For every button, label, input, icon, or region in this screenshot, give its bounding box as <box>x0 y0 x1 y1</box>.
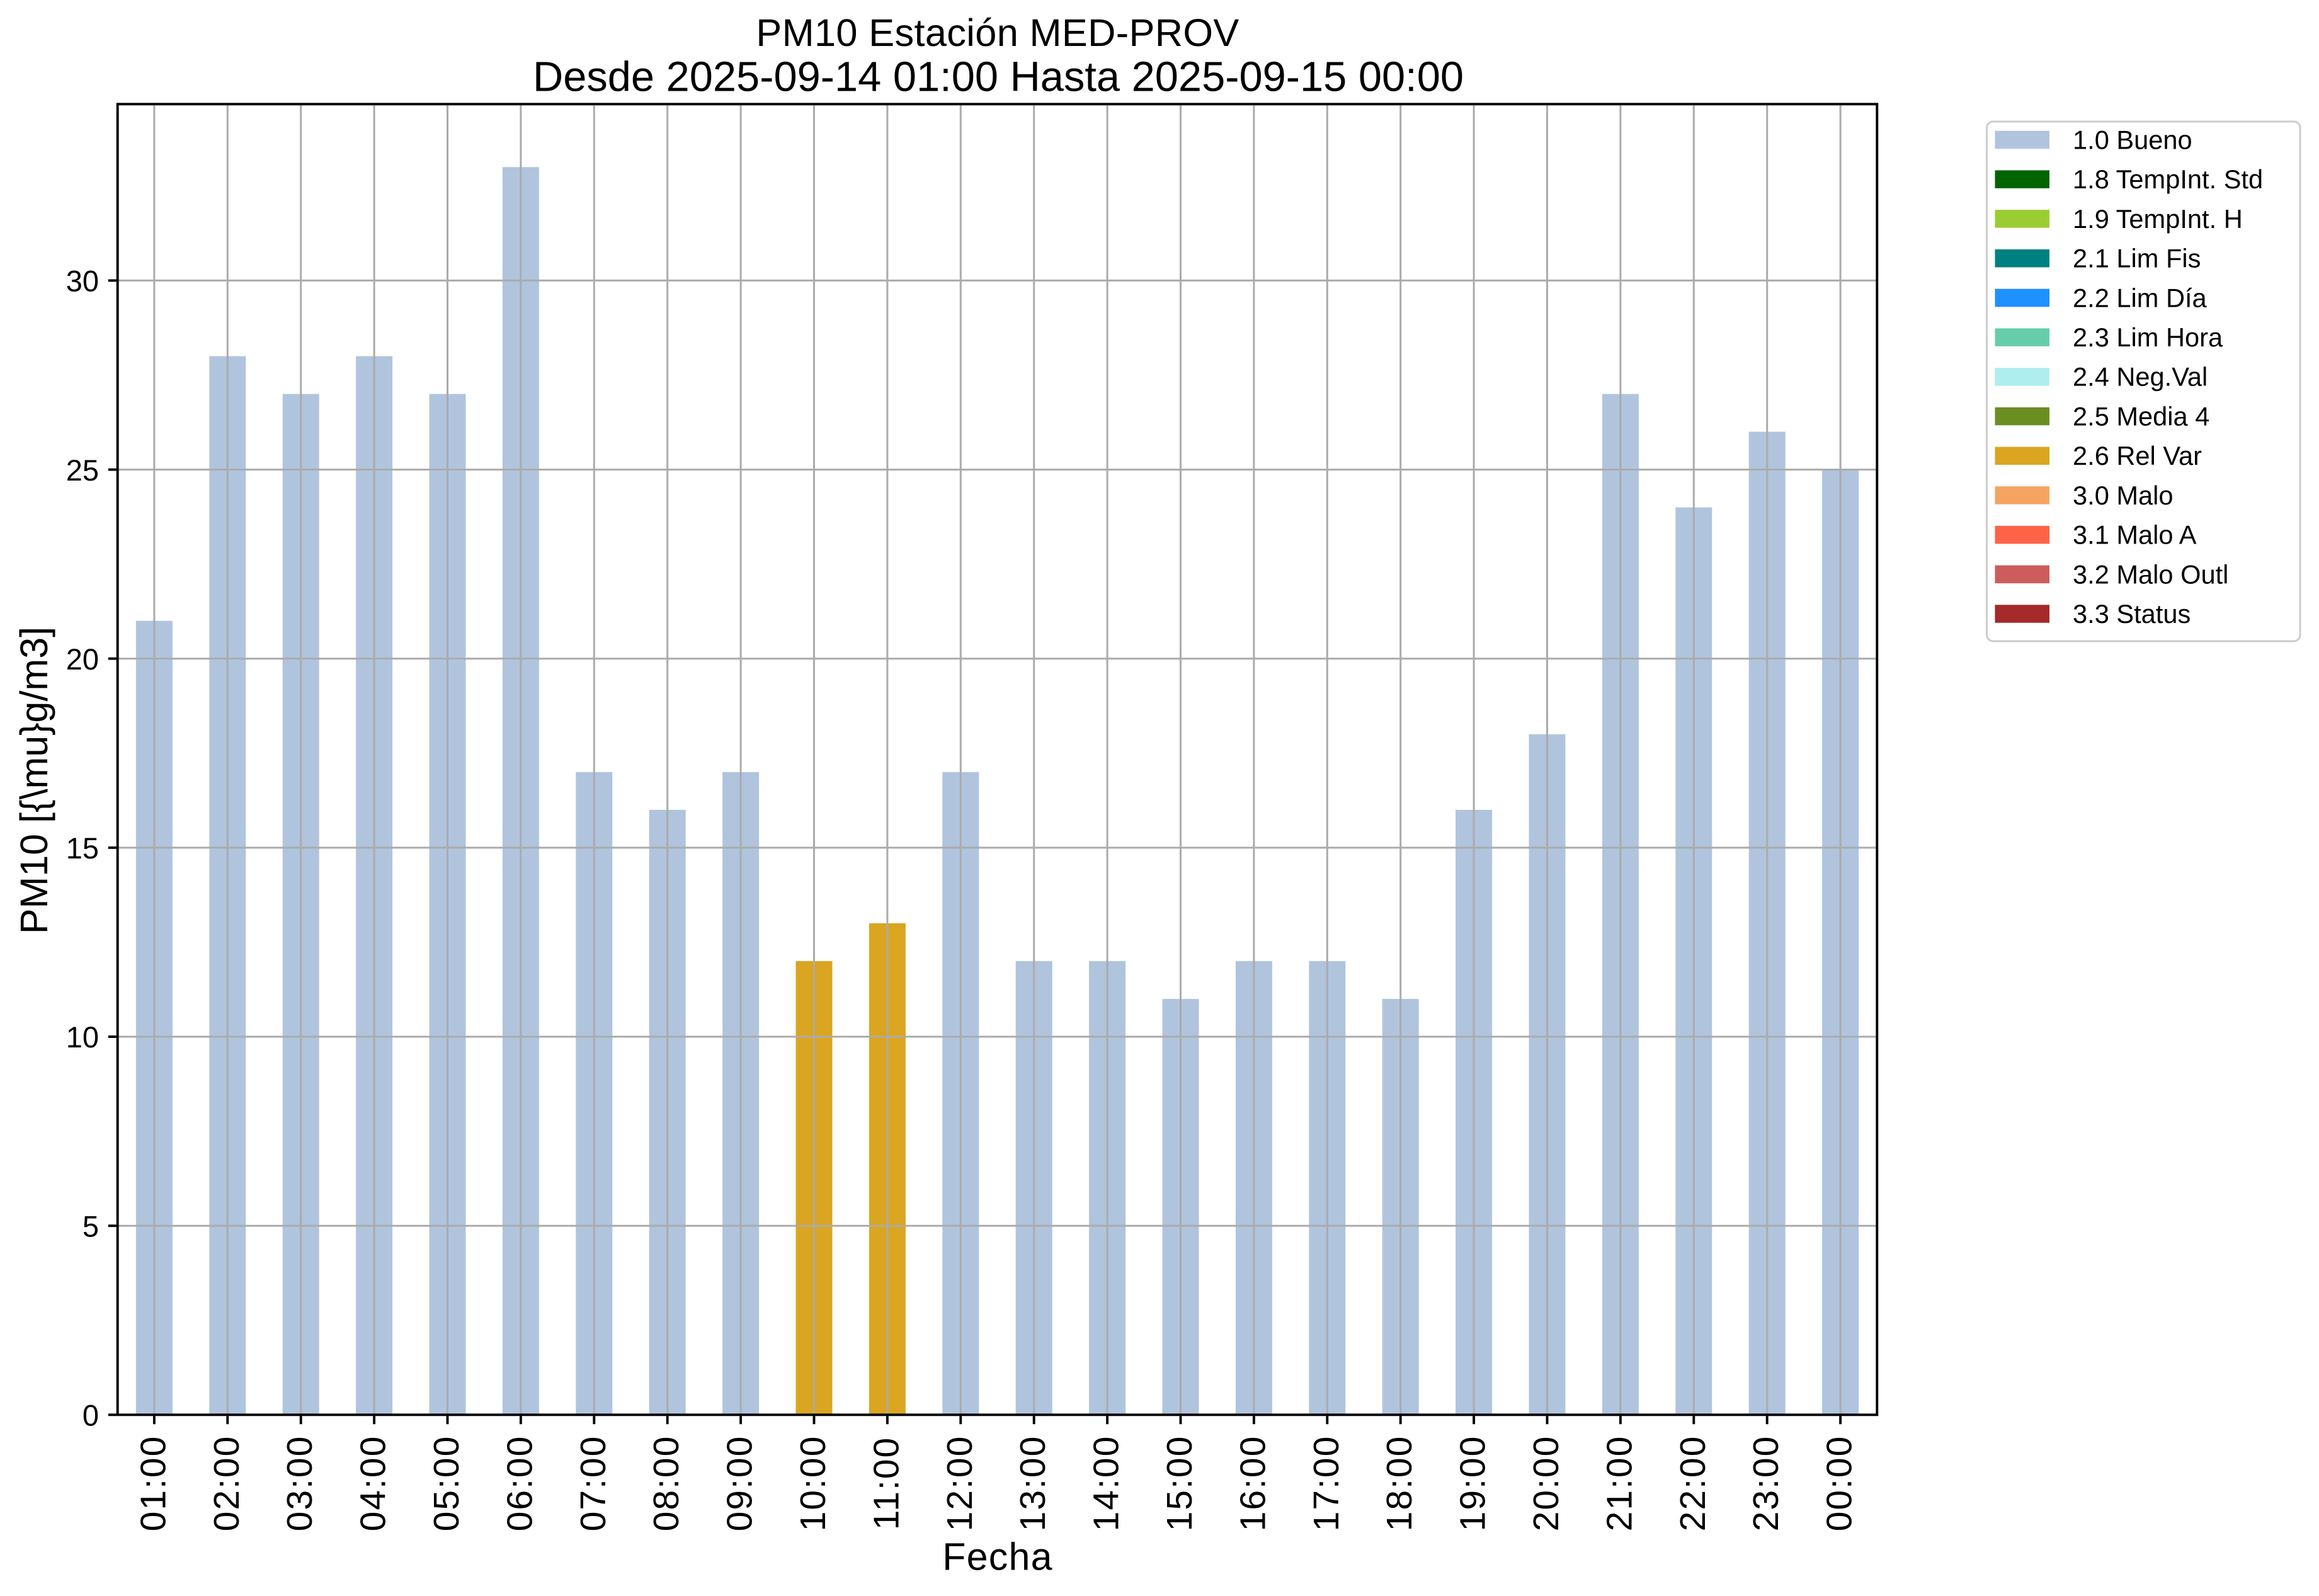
svg-text:3.1 Malo A: 3.1 Malo A <box>2073 520 2197 550</box>
svg-text:05:00: 05:00 <box>426 1435 467 1532</box>
svg-text:10:00: 10:00 <box>793 1435 833 1532</box>
svg-text:13:00: 13:00 <box>1013 1435 1053 1532</box>
svg-text:30: 30 <box>66 265 99 298</box>
svg-text:1.9 TempInt. H: 1.9 TempInt. H <box>2073 204 2243 234</box>
svg-text:09:00: 09:00 <box>720 1435 760 1532</box>
svg-text:00:00: 00:00 <box>1820 1435 1860 1532</box>
svg-text:Fecha: Fecha <box>942 1536 1053 1578</box>
svg-text:14:00: 14:00 <box>1086 1435 1127 1532</box>
svg-text:20: 20 <box>66 642 99 676</box>
svg-text:2.1 Lim Fis: 2.1 Lim Fis <box>2073 244 2201 273</box>
svg-text:PM10 Estación MED-PROV: PM10 Estación MED-PROV <box>756 11 1239 54</box>
svg-text:2.4 Neg.Val: 2.4 Neg.Val <box>2073 362 2208 392</box>
svg-text:2.3 Lim Hora: 2.3 Lim Hora <box>2073 322 2223 352</box>
svg-text:18:00: 18:00 <box>1379 1435 1420 1532</box>
svg-text:5: 5 <box>83 1209 99 1243</box>
svg-text:19:00: 19:00 <box>1453 1435 1493 1532</box>
svg-text:Desde 2025-09-14 01:00 Hasta 2: Desde 2025-09-14 01:00 Hasta 2025-09-15 … <box>533 54 1464 101</box>
svg-text:0: 0 <box>83 1399 99 1432</box>
svg-text:15:00: 15:00 <box>1160 1435 1200 1532</box>
svg-text:16:00: 16:00 <box>1233 1435 1273 1532</box>
svg-text:03:00: 03:00 <box>280 1435 320 1532</box>
svg-text:01:00: 01:00 <box>133 1435 173 1532</box>
svg-text:3.2 Malo Outl: 3.2 Malo Outl <box>2073 559 2228 589</box>
svg-text:3.0 Malo: 3.0 Malo <box>2073 481 2174 510</box>
svg-text:20:00: 20:00 <box>1526 1435 1566 1532</box>
svg-text:08:00: 08:00 <box>646 1435 687 1532</box>
svg-text:1.8 TempInt. Std: 1.8 TempInt. Std <box>2073 164 2263 194</box>
svg-text:12:00: 12:00 <box>940 1435 980 1532</box>
svg-text:06:00: 06:00 <box>499 1435 540 1532</box>
svg-text:15: 15 <box>66 831 99 865</box>
svg-text:10: 10 <box>66 1020 99 1054</box>
svg-text:21:00: 21:00 <box>1599 1435 1639 1532</box>
svg-text:22:00: 22:00 <box>1673 1435 1713 1532</box>
svg-text:2.2 Lim Día: 2.2 Lim Día <box>2073 283 2208 312</box>
svg-text:02:00: 02:00 <box>207 1435 247 1532</box>
svg-text:3.3 Status: 3.3 Status <box>2073 599 2191 629</box>
svg-text:17:00: 17:00 <box>1306 1435 1347 1532</box>
svg-text:25: 25 <box>66 453 99 487</box>
svg-text:2.6 Rel Var: 2.6 Rel Var <box>2073 441 2202 470</box>
svg-text:11:00: 11:00 <box>866 1437 906 1530</box>
svg-text:07:00: 07:00 <box>573 1435 613 1532</box>
svg-text:23:00: 23:00 <box>1746 1435 1786 1532</box>
svg-text:1.0 Bueno: 1.0 Bueno <box>2073 125 2192 154</box>
svg-text:2.5 Media 4: 2.5 Media 4 <box>2073 401 2209 431</box>
svg-text:04:00: 04:00 <box>353 1435 394 1532</box>
svg-text:PM10 [{\mu}g/m3]: PM10 [{\mu}g/m3] <box>13 627 55 934</box>
